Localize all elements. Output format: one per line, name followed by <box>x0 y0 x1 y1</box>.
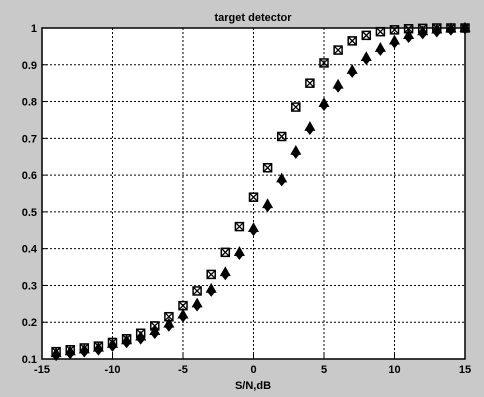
data-point <box>334 82 343 91</box>
data-point <box>276 131 287 142</box>
data-point <box>319 58 329 68</box>
x-tick-label: 0 <box>250 364 256 376</box>
data-point <box>291 102 301 112</box>
data-point <box>206 269 216 280</box>
y-tick-label: 0.6 <box>22 170 37 182</box>
x-tick-label: 10 <box>388 364 400 376</box>
y-tick-label: 0.5 <box>22 207 37 219</box>
points-layer <box>50 21 471 362</box>
data-point <box>291 102 301 112</box>
data-point <box>178 301 188 311</box>
data-point <box>291 149 300 158</box>
data-point <box>220 247 230 257</box>
data-point <box>193 301 202 310</box>
data-point <box>446 25 455 34</box>
x-tick-label: 15 <box>459 364 471 376</box>
data-point <box>150 329 159 338</box>
data-point <box>52 351 61 360</box>
x-tick-label: -10 <box>105 364 121 376</box>
y-tick-label: 0.1 <box>22 354 37 366</box>
data-point <box>263 202 272 211</box>
x-axis-label: S/N,dB <box>235 380 271 392</box>
data-point <box>320 101 328 110</box>
y-tick-label: 0.7 <box>22 133 37 145</box>
data-point <box>235 250 244 259</box>
x-tick-label: -5 <box>178 364 188 376</box>
data-point <box>234 222 244 232</box>
data-point <box>404 33 413 42</box>
data-point <box>220 247 231 258</box>
data-point <box>361 30 371 40</box>
data-point <box>305 78 315 88</box>
data-point <box>305 125 314 134</box>
y-tick-label: 0.9 <box>22 60 37 72</box>
data-point <box>361 30 372 41</box>
data-point <box>389 25 400 35</box>
data-point <box>305 78 315 88</box>
data-point <box>179 312 187 321</box>
data-point <box>66 349 75 358</box>
data-point <box>164 312 174 322</box>
data-point <box>164 321 173 330</box>
data-point <box>348 68 357 77</box>
y-tick-label: 0.8 <box>22 97 37 109</box>
data-point <box>136 334 145 343</box>
data-point <box>362 55 371 64</box>
data-point <box>122 338 131 347</box>
data-point <box>347 36 357 46</box>
data-point <box>192 286 202 296</box>
chart-title: target detector <box>214 12 292 24</box>
data-point <box>234 221 245 232</box>
data-point <box>390 38 399 47</box>
data-point <box>277 176 286 185</box>
data-point <box>80 347 89 356</box>
y-tick-label: 0.3 <box>22 280 37 292</box>
data-point <box>249 226 258 235</box>
data-point <box>390 25 399 35</box>
data-point <box>108 342 117 351</box>
x-tick-label: 5 <box>321 364 327 376</box>
data-point <box>249 192 258 202</box>
data-point <box>347 36 357 46</box>
data-point <box>375 27 385 37</box>
data-point <box>263 163 273 173</box>
data-point <box>319 58 329 68</box>
data-point <box>418 29 427 38</box>
y-tick-label: 0.2 <box>22 317 37 329</box>
data-point <box>262 163 273 173</box>
data-point <box>94 345 103 354</box>
data-point <box>192 286 202 296</box>
data-point <box>207 286 216 295</box>
data-point <box>333 45 343 55</box>
data-point <box>221 270 230 279</box>
data-point <box>248 192 259 202</box>
data-point <box>376 46 385 55</box>
y-tick-label: 1 <box>31 23 37 35</box>
x-tick-label: -15 <box>34 364 50 376</box>
ticks-layer: -15 -10 -5 0 5 10 15 0.1 0.2 0.3 0.4 0.5 0.6 0.7 0.8 0.… <box>22 23 471 376</box>
data-point <box>277 132 287 141</box>
y-tick-label: 0.4 <box>22 244 38 256</box>
data-point <box>206 269 216 279</box>
data-point <box>333 45 343 55</box>
data-point <box>432 27 441 36</box>
